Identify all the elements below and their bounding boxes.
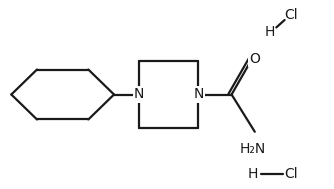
- Text: H: H: [265, 25, 275, 39]
- Text: O: O: [249, 52, 260, 66]
- Text: N: N: [193, 88, 204, 101]
- Text: N: N: [134, 88, 144, 101]
- Text: Cl: Cl: [284, 8, 298, 22]
- Text: Cl: Cl: [284, 167, 298, 181]
- Text: H₂N: H₂N: [240, 142, 266, 156]
- Text: H: H: [248, 167, 258, 181]
